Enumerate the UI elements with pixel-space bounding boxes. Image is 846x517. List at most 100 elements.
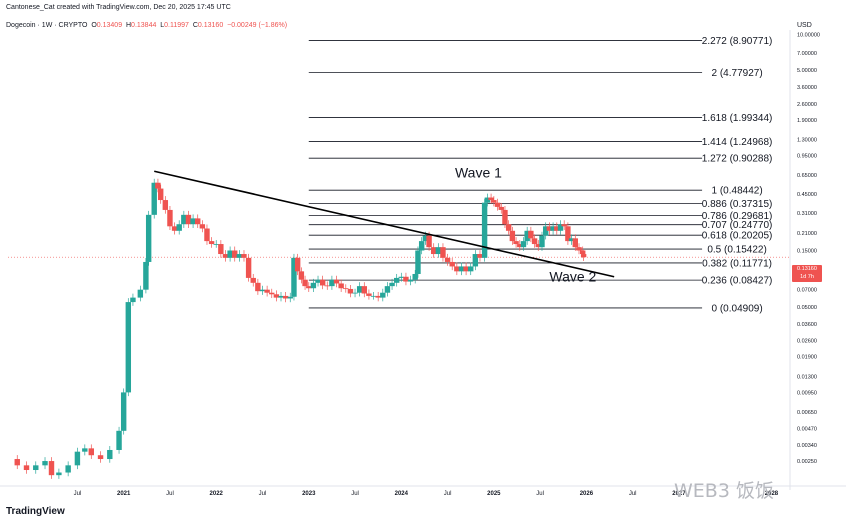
- candle-body: [494, 202, 501, 207]
- candle-body: [120, 392, 127, 431]
- candle-body: [125, 302, 132, 393]
- candle-body: [498, 206, 504, 210]
- ohlc-open-label: O: [91, 22, 97, 29]
- candle-body: [565, 226, 571, 242]
- candle-body: [579, 250, 586, 255]
- y-tick-label: 0.07000: [797, 288, 817, 294]
- candle-body: [561, 224, 567, 227]
- candle-body: [291, 257, 297, 297]
- y-tick-label: 0.45000: [797, 192, 817, 198]
- candle-body: [33, 465, 39, 471]
- y-tick-label: 0.01900: [797, 355, 817, 361]
- candle-body: [412, 273, 418, 280]
- candle-body: [557, 224, 564, 231]
- fib-level-label: 0.786 (0.29681): [702, 211, 773, 222]
- candle-body: [65, 465, 71, 473]
- candle-body: [524, 230, 530, 242]
- candle-body: [449, 261, 455, 267]
- candle-body: [56, 472, 62, 476]
- watermark-text: WEB3 饭饭: [674, 480, 774, 502]
- candle-body: [488, 197, 494, 201]
- x-tick-label: 2028: [765, 491, 779, 497]
- y-tick-label: 0.00470: [797, 427, 817, 433]
- candle-body: [310, 282, 317, 289]
- candle-body: [407, 279, 414, 282]
- candle-body: [222, 254, 229, 258]
- x-tick-label: Jul: [444, 491, 452, 497]
- candle-body: [97, 455, 104, 460]
- candle-body: [572, 238, 579, 248]
- candle-body: [576, 247, 582, 251]
- candle-body: [440, 247, 446, 258]
- candle-body: [481, 202, 488, 258]
- x-tick-label: Jul: [536, 491, 544, 497]
- fib-level-label: 0.707 (0.24770): [702, 220, 773, 231]
- candle-body: [23, 465, 30, 471]
- candle-body: [137, 289, 144, 298]
- current-price-tag: 0.13160 1d 7h: [792, 265, 822, 282]
- y-tick-label: 0.95000: [797, 154, 817, 160]
- candle-body: [329, 279, 335, 287]
- candle-body: [107, 449, 113, 460]
- candle-body: [319, 279, 326, 286]
- candle-body: [403, 276, 409, 282]
- candle-body: [352, 292, 358, 294]
- y-tick-label: 1.30000: [797, 137, 817, 143]
- x-tick-label: 2026: [580, 491, 594, 497]
- x-tick-label: Jul: [166, 491, 174, 497]
- candle-body: [444, 257, 451, 262]
- candle-body: [195, 218, 201, 225]
- candle-body: [472, 254, 479, 267]
- candle-body: [554, 226, 560, 231]
- symbol-legend: Dogecoin · 1W · CRYPTO O0.13409 H0.13844…: [6, 22, 287, 29]
- candle-body: [143, 261, 149, 290]
- candle-body: [181, 214, 187, 225]
- candle-body: [491, 200, 497, 203]
- ohlc-open-value: 0.13409: [96, 22, 123, 29]
- candle-body: [418, 241, 425, 251]
- fib-level-label: 0.618 (0.20205): [702, 231, 773, 242]
- candle-body: [502, 209, 508, 225]
- y-tick-label: 0.31000: [797, 211, 817, 217]
- tradingview-logo: TradingView: [6, 506, 65, 517]
- candle-body: [356, 286, 363, 293]
- candle-body: [213, 244, 219, 245]
- candle-body: [88, 448, 94, 456]
- x-tick-label: Jul: [74, 491, 82, 497]
- candle-body: [287, 296, 293, 299]
- candle-body: [539, 235, 545, 248]
- y-tick-label: 3.60000: [797, 85, 817, 91]
- y-tick-label: 0.00250: [797, 459, 817, 465]
- candle-body: [347, 288, 354, 294]
- candle-body: [517, 244, 523, 248]
- x-tick-label: 2022: [210, 491, 224, 497]
- candle-body: [116, 430, 122, 450]
- candle-body: [48, 461, 55, 476]
- candle-body: [269, 292, 275, 295]
- ohlc-high-label: H: [125, 22, 132, 29]
- candle-body: [241, 254, 247, 258]
- y-tick-label: 0.15000: [797, 248, 817, 254]
- candle-body: [568, 238, 575, 242]
- candle-body: [542, 226, 549, 236]
- candle-body: [375, 295, 381, 298]
- candle-body: [42, 461, 48, 466]
- y-tick-label: 0.02600: [797, 339, 817, 345]
- y-tick-label: 0.03600: [797, 322, 817, 328]
- fib-level-label: 0 (0.04909): [712, 303, 763, 314]
- ohlc-low-label: L: [160, 22, 165, 29]
- currency-label[interactable]: USD: [797, 22, 812, 29]
- wave-annotation: Wave 1: [455, 165, 502, 181]
- x-tick-label: 2023: [302, 491, 316, 497]
- symbol-name[interactable]: Dogecoin · 1W · CRYPTO: [6, 22, 88, 29]
- fib-level-label: 1.618 (1.99344): [702, 113, 773, 124]
- candle-body: [306, 286, 312, 289]
- candle-body: [393, 277, 400, 283]
- candle-body: [250, 277, 256, 283]
- fib-level-label: 1.272 (0.90288): [702, 154, 773, 165]
- candle-body: [218, 244, 224, 255]
- candle-body: [278, 295, 284, 298]
- candle-body: [82, 448, 88, 452]
- candle-body: [528, 230, 534, 239]
